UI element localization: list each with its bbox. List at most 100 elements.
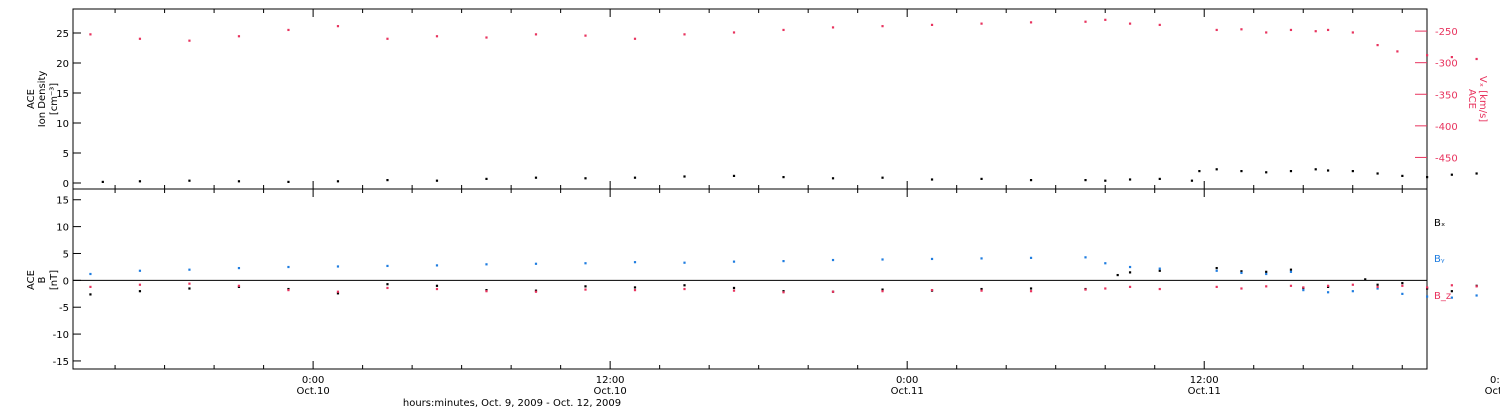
by-point bbox=[89, 272, 92, 276]
vx-point bbox=[89, 33, 92, 36]
density-point bbox=[1351, 170, 1354, 173]
density-point bbox=[1240, 170, 1243, 173]
top-y2tick-label: -400 bbox=[1435, 122, 1458, 133]
bz-point bbox=[1240, 287, 1243, 290]
density-point bbox=[485, 177, 488, 180]
density-point bbox=[534, 176, 538, 179]
top-left-ticks: 0 5 10 15 20 25 bbox=[56, 29, 81, 190]
density-point bbox=[1190, 179, 1194, 182]
density-point bbox=[584, 177, 587, 180]
density-point bbox=[1158, 177, 1161, 180]
top-y2tick-label: -350 bbox=[1435, 90, 1458, 101]
by-point bbox=[584, 262, 587, 265]
bx-point bbox=[1029, 287, 1033, 290]
bx-point bbox=[1116, 273, 1119, 277]
bz-point bbox=[1029, 290, 1033, 293]
vx-point bbox=[1351, 31, 1354, 34]
density-point bbox=[683, 175, 686, 178]
bottom-ylabel-line2: B bbox=[37, 276, 48, 283]
x-axis: 0:00Oct.1012:00Oct.100:00Oct.1112:00Oct.… bbox=[114, 9, 1500, 397]
top-ylabel-line1: ACE bbox=[26, 89, 37, 109]
vx-point bbox=[881, 25, 884, 28]
bx-point bbox=[1158, 269, 1161, 272]
vx-point bbox=[237, 35, 241, 38]
bottom-ytick-label: -10 bbox=[53, 330, 69, 341]
vx-point bbox=[633, 37, 637, 40]
bottom-ytick-label: -15 bbox=[53, 357, 69, 368]
by-point bbox=[1289, 270, 1293, 273]
vx-point bbox=[1128, 22, 1132, 25]
by-point bbox=[1426, 295, 1429, 298]
bz-point bbox=[1475, 285, 1478, 288]
top-ytick-label: 25 bbox=[56, 29, 69, 40]
x-axis-title: hours:minutes, Oct. 9, 2009 - Oct. 12, 2… bbox=[403, 398, 621, 409]
vx-point bbox=[1265, 31, 1268, 34]
bottom-ylabel-line3: [nT] bbox=[49, 270, 60, 290]
by-point bbox=[1240, 271, 1243, 275]
xtick-date-label: Oct.10 bbox=[297, 386, 330, 397]
top-y2label-line2: Vₓ [km/s] bbox=[1477, 76, 1488, 122]
bx-point bbox=[1450, 290, 1453, 293]
xtick-date-label: Oct.11 bbox=[891, 386, 924, 397]
by-point bbox=[930, 257, 934, 261]
top-ytick-label: 15 bbox=[56, 89, 69, 100]
bz-point bbox=[1302, 286, 1305, 289]
vx-point bbox=[980, 22, 983, 25]
bz-point bbox=[1450, 284, 1453, 287]
bx-point bbox=[1401, 282, 1404, 285]
density-point bbox=[101, 180, 104, 183]
bz-point bbox=[1401, 284, 1404, 287]
density-point bbox=[782, 176, 785, 179]
by-point bbox=[732, 260, 736, 263]
bz-point bbox=[1376, 285, 1379, 288]
by-point bbox=[287, 265, 290, 269]
bz-point bbox=[1215, 285, 1218, 288]
bottom-ytick-label: 10 bbox=[56, 223, 69, 234]
density-point bbox=[1326, 169, 1330, 172]
vx-point bbox=[1289, 28, 1293, 32]
density-point bbox=[1104, 179, 1107, 182]
bottom-left-ticks: 15 10 5 0 -5 -10 -15 bbox=[53, 196, 81, 368]
bz-point bbox=[138, 283, 142, 286]
top-ylabel-line3: [cm⁻³] bbox=[49, 83, 60, 115]
bz-point bbox=[1326, 284, 1330, 287]
top-right-ticks: -250 -300 -350 -400 -450 bbox=[1415, 27, 1458, 164]
bz-point bbox=[89, 285, 92, 288]
bz-point bbox=[1158, 287, 1161, 291]
xtick-time-label: 0:00 bbox=[896, 375, 918, 386]
top-ylabel-line2: Ion Density bbox=[37, 71, 48, 128]
bx-point bbox=[386, 283, 389, 286]
density-point bbox=[1029, 179, 1033, 182]
vx-point bbox=[1426, 54, 1429, 57]
bz-point bbox=[881, 290, 884, 293]
bx-point bbox=[1215, 266, 1218, 270]
bz-point bbox=[1426, 286, 1429, 289]
vx-point bbox=[1326, 28, 1330, 32]
bz-point bbox=[485, 290, 488, 293]
by-point bbox=[336, 265, 340, 268]
by-point bbox=[980, 257, 983, 260]
top-data bbox=[89, 18, 1478, 183]
by-point bbox=[435, 264, 439, 267]
bottom-ytick-label: 15 bbox=[56, 196, 69, 207]
xtick-date-label: Oct.10 bbox=[594, 386, 627, 397]
vx-point bbox=[435, 35, 439, 38]
bottom-panel-frame bbox=[72, 188, 1428, 370]
bx-point bbox=[732, 286, 736, 290]
density-point bbox=[881, 176, 884, 179]
bz-point bbox=[1128, 285, 1132, 288]
by-point bbox=[1475, 294, 1478, 297]
density-point bbox=[633, 176, 637, 179]
top-panel-frame bbox=[72, 8, 1428, 190]
bz-point bbox=[782, 291, 785, 294]
vx-point bbox=[782, 28, 785, 32]
bz-point bbox=[683, 287, 686, 291]
density-point bbox=[1128, 178, 1132, 181]
density-point bbox=[1265, 171, 1268, 174]
vx-point bbox=[336, 25, 340, 28]
vx-point bbox=[1376, 44, 1379, 47]
density-point bbox=[1401, 174, 1404, 177]
bottom-data bbox=[89, 256, 1478, 299]
bottom-ytick-label: -5 bbox=[59, 303, 69, 314]
vx-point bbox=[534, 33, 538, 36]
